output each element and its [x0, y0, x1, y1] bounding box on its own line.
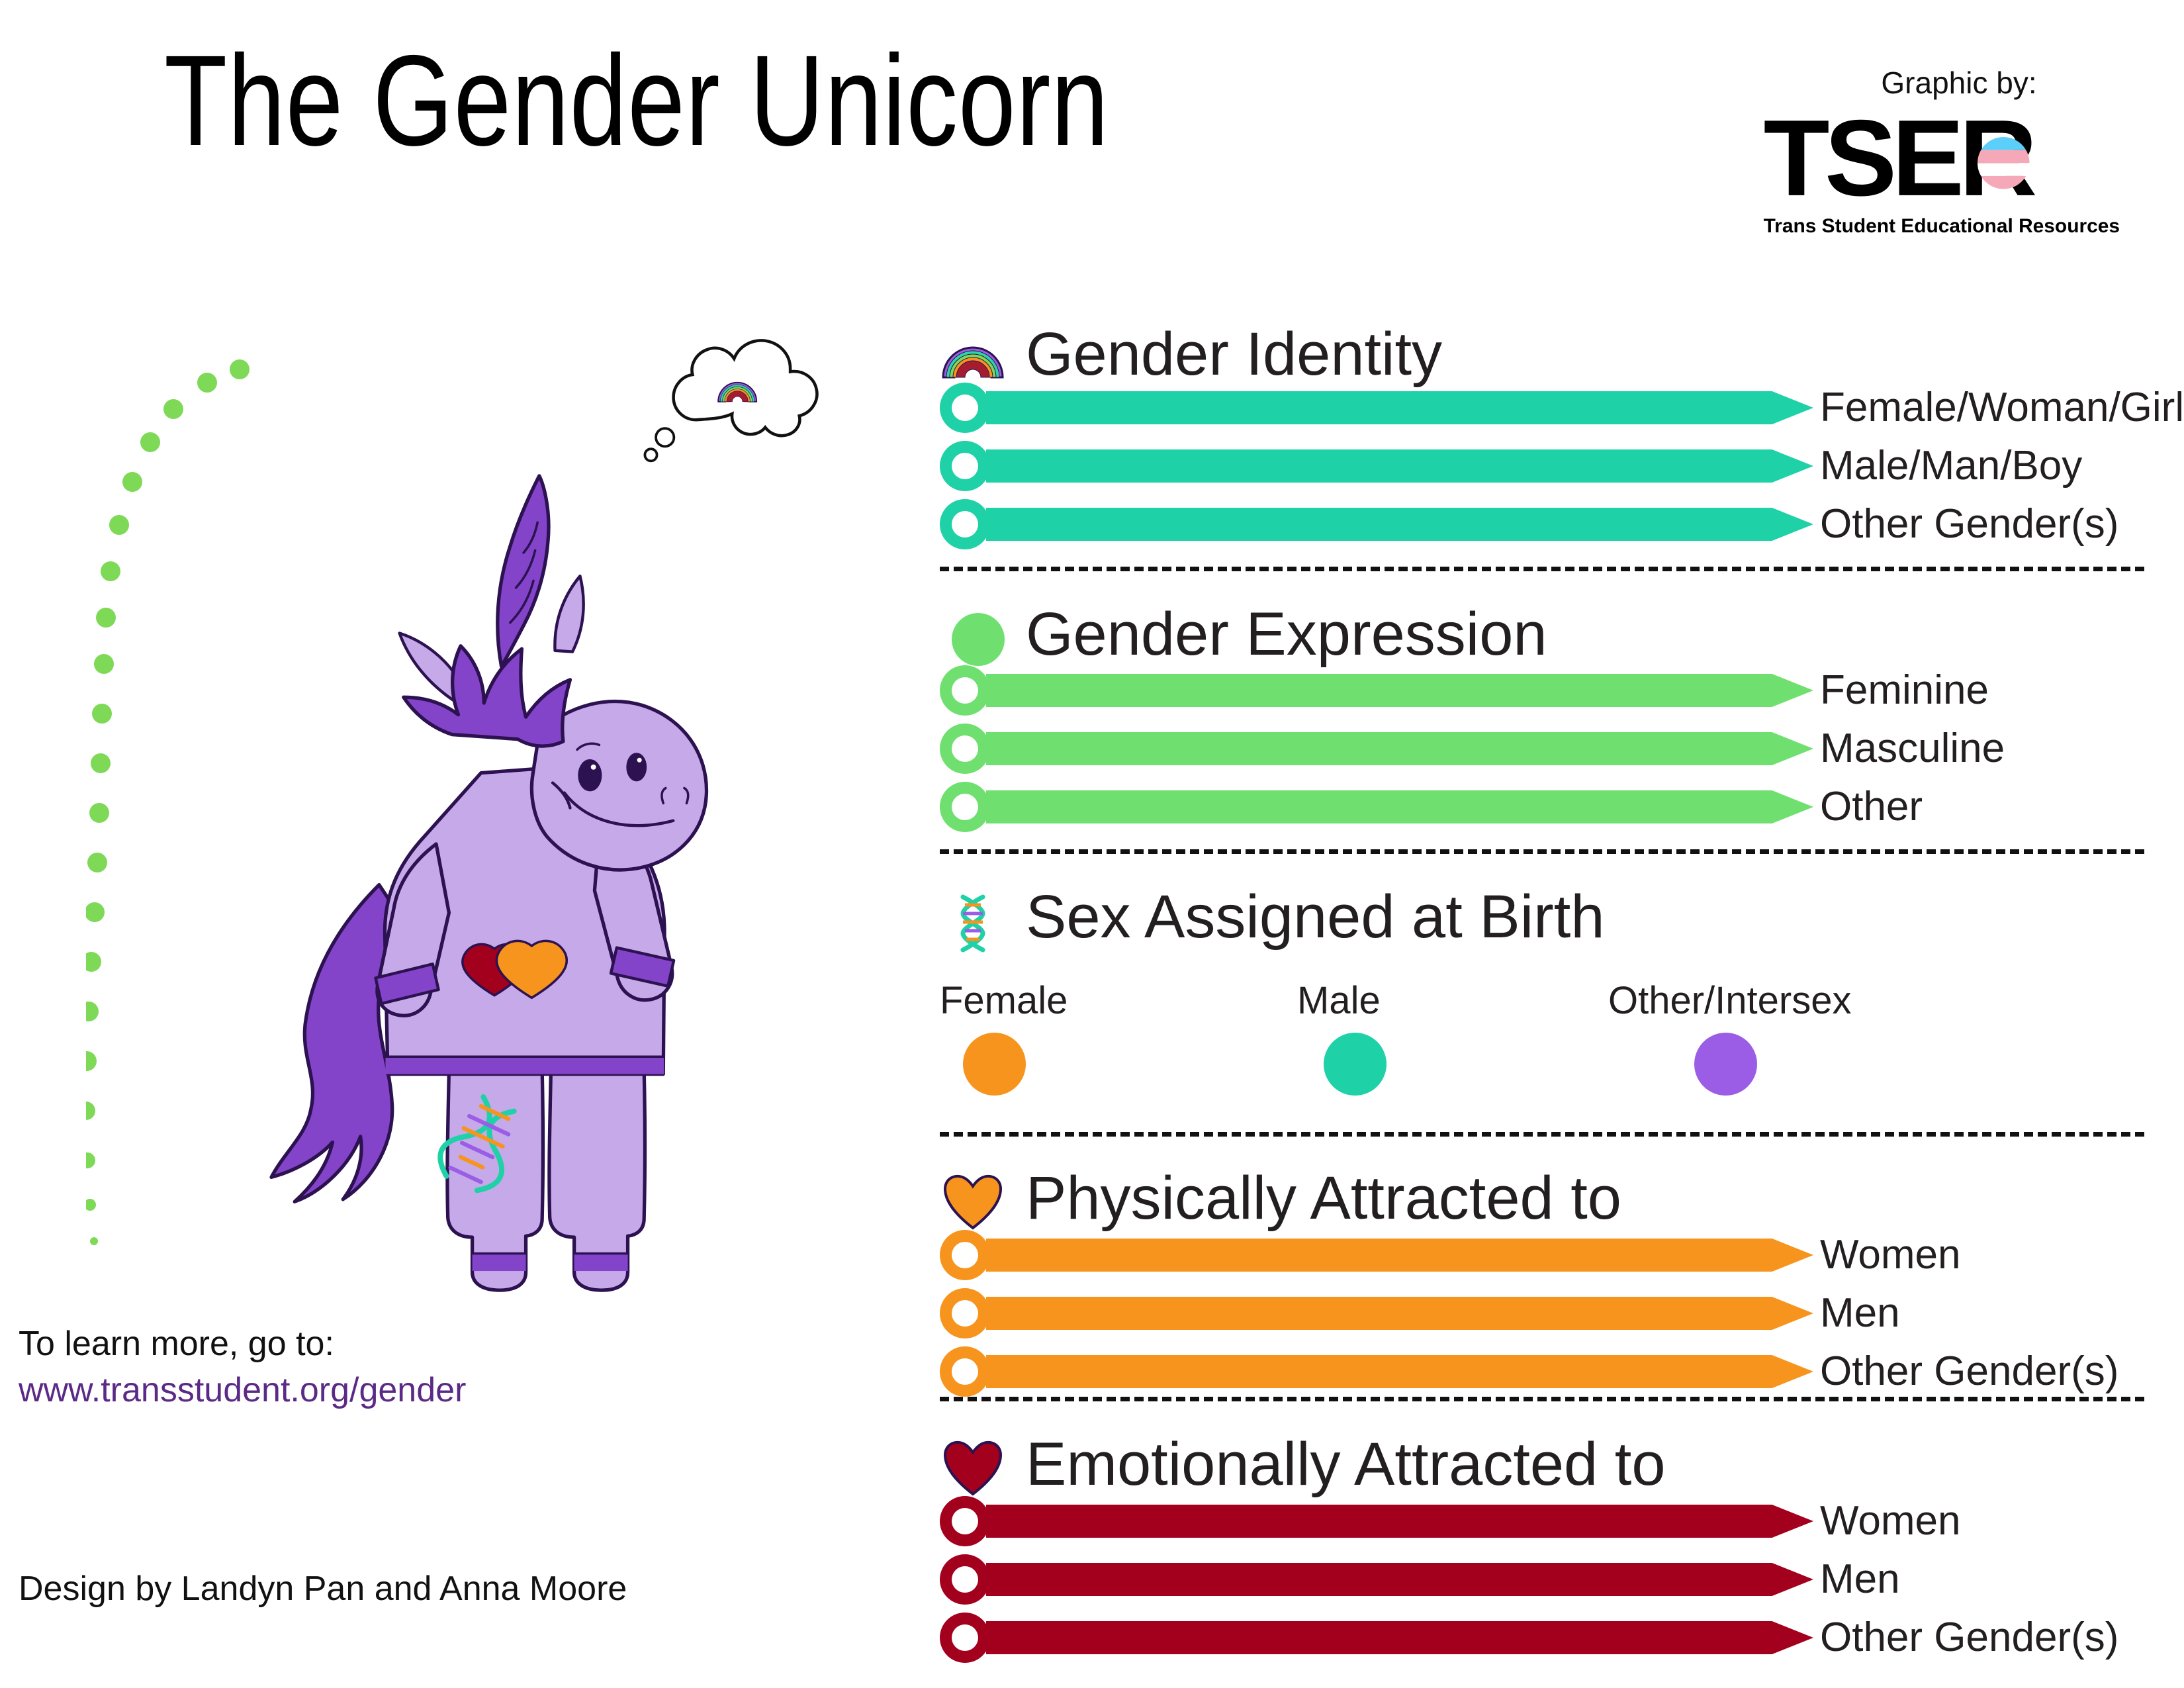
svg-text:Trans Student Educational Reso: Trans Student Educational Resources	[1764, 215, 2120, 237]
